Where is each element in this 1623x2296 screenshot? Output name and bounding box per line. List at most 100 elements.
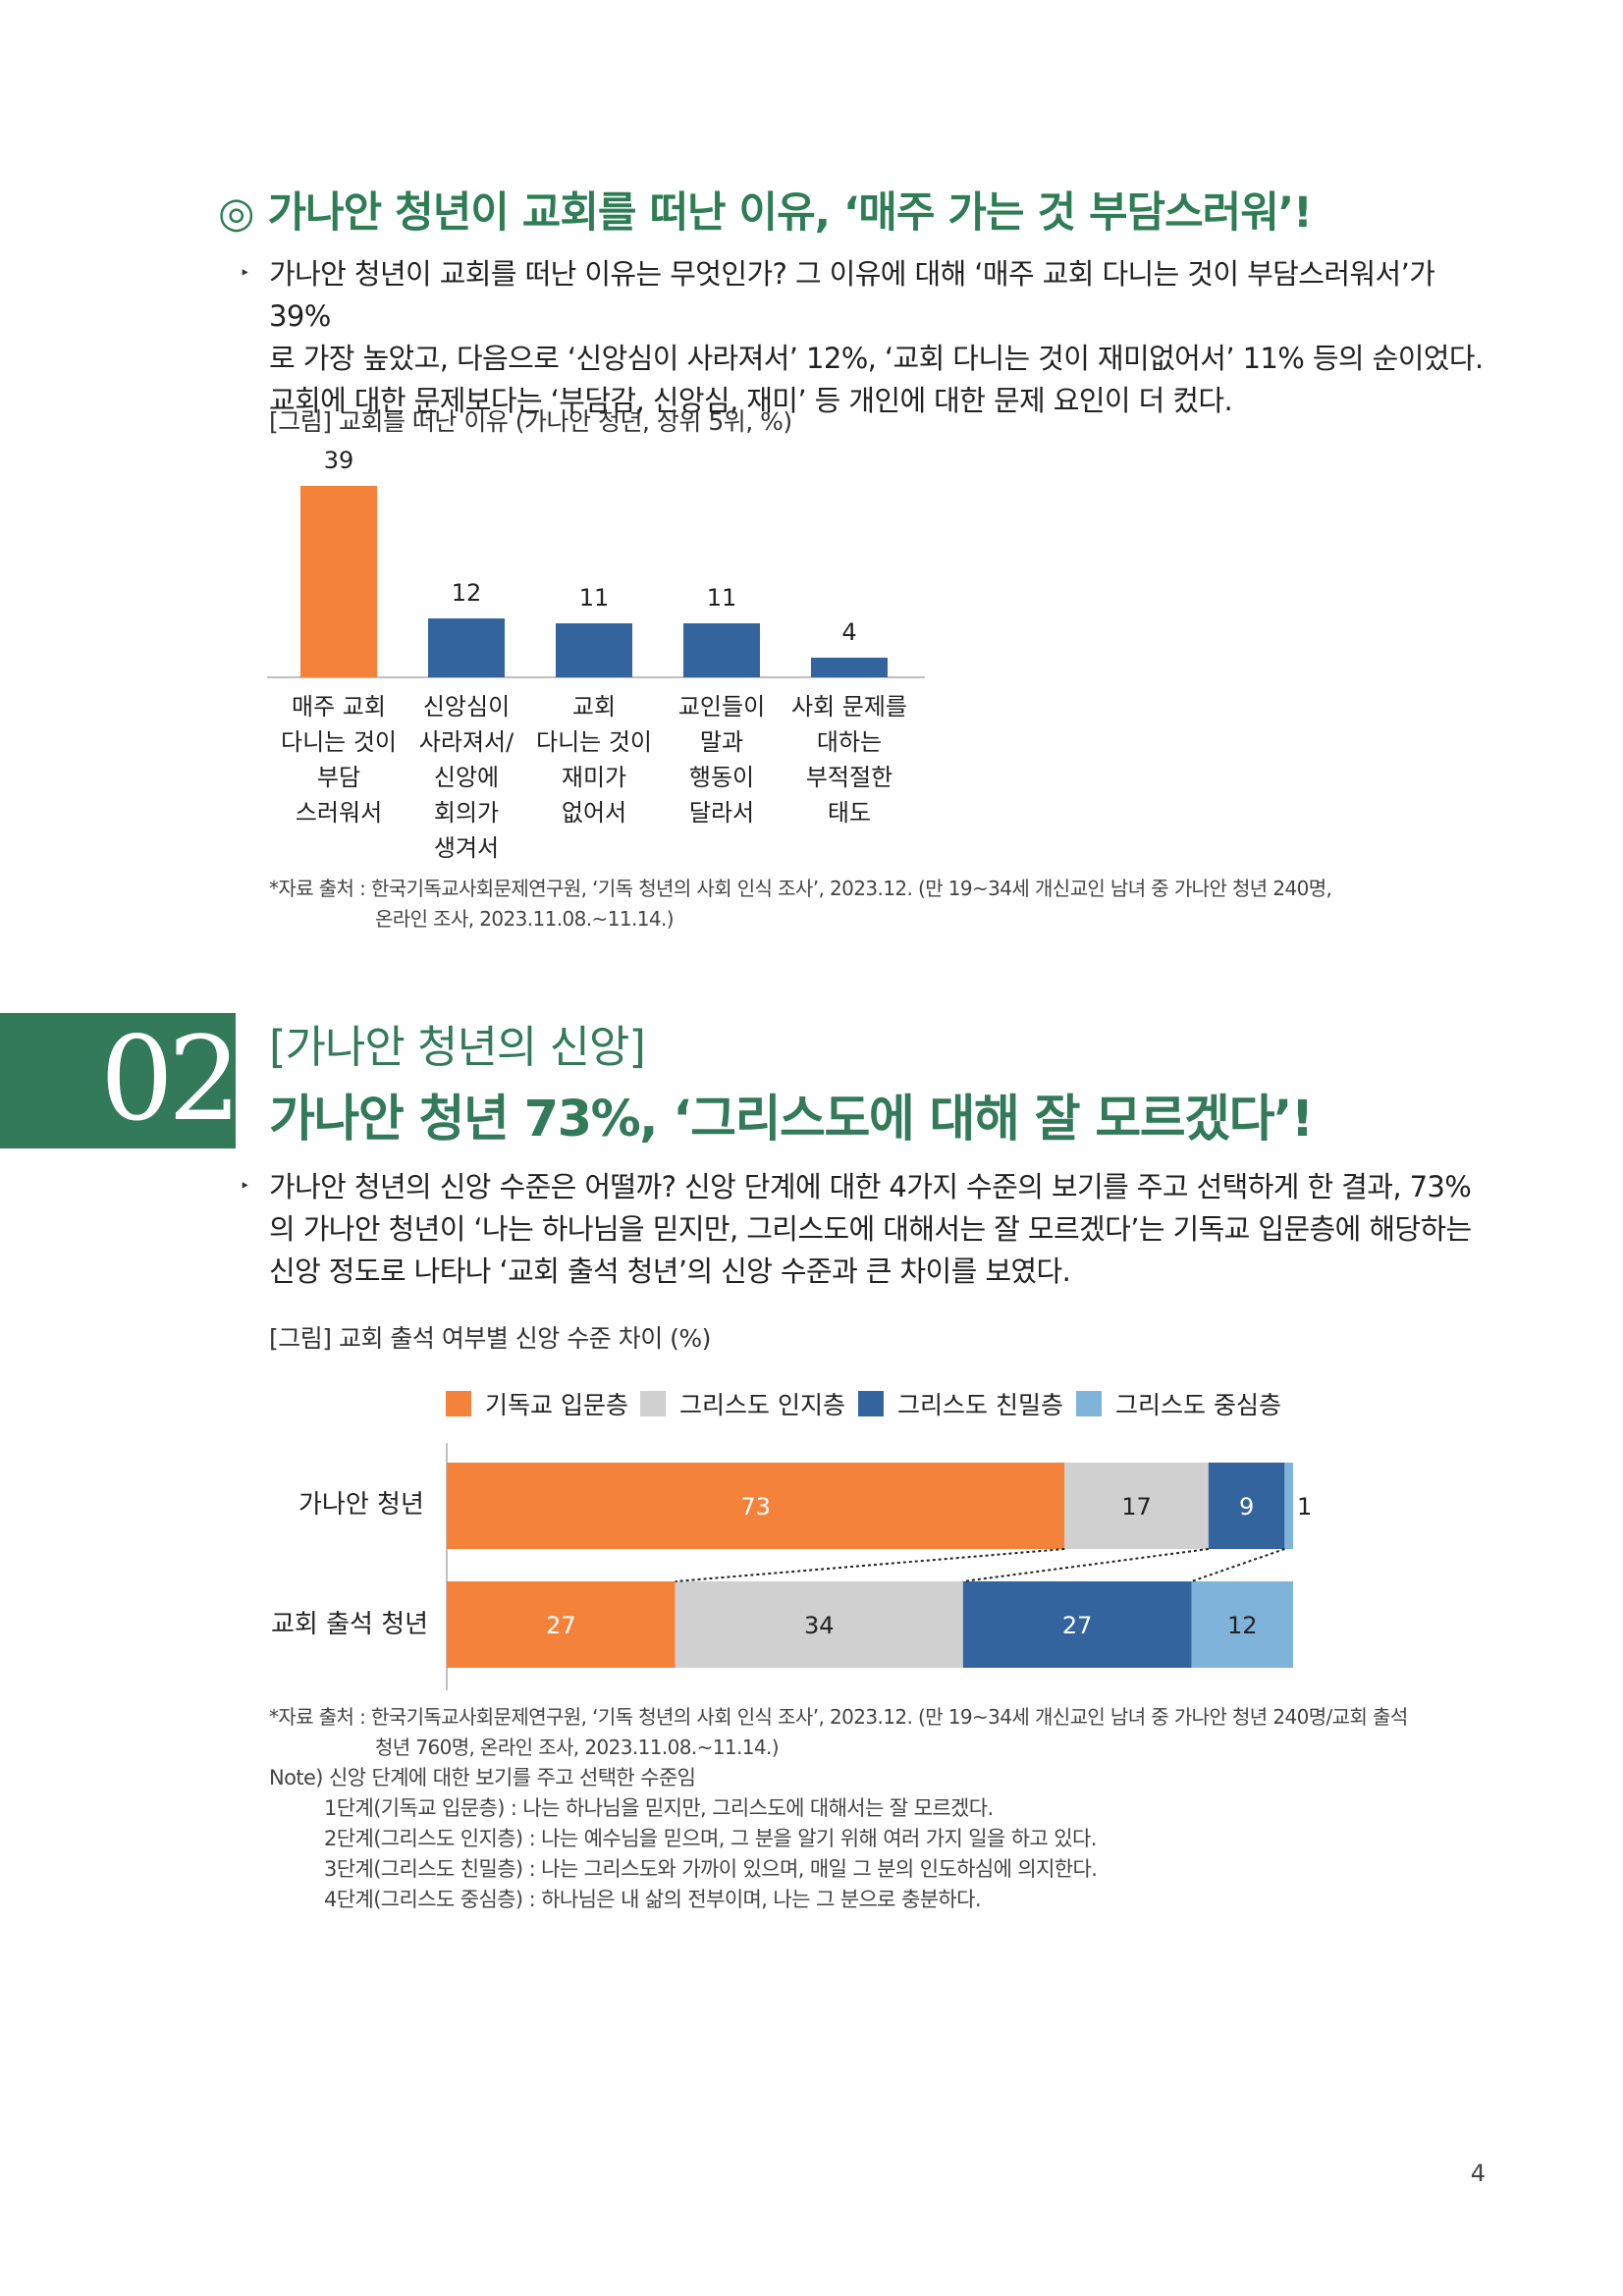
source-line: 온라인 조사, 2023.11.08.~11.14.) (375, 907, 675, 931)
legend-swatch (640, 1391, 666, 1416)
figure1-source: *자료 출처 : 한국기독교사회문제연구원, ‘기독 청년의 사회 인식 조사’… (269, 874, 1506, 934)
connector-line (675, 1548, 1065, 1582)
category-label-line: 신앙에 (433, 764, 500, 791)
legend-label: 그리스도 친밀층 (897, 1391, 1063, 1419)
page-number: 4 (1470, 2160, 1486, 2187)
bar (683, 623, 760, 677)
source-line: *자료 출처 : 한국기독교사회문제연구원, ‘기독 청년의 사회 인식 조사’… (269, 877, 1332, 900)
category-label-line: 신앙심이 (422, 693, 511, 721)
category-label-line: 부적절한 (805, 764, 893, 791)
category-label-line: 부담 (316, 764, 361, 791)
category-label-line: 스러워서 (295, 799, 383, 827)
paragraph-line: 가나안 청년이 교회를 떠난 이유는 무엇인가? 그 이유에 대해 ‘매주 교회… (269, 257, 1435, 333)
category-label-line: 교회 (571, 693, 617, 721)
category-label-line: 재미가 (561, 764, 627, 791)
category-label-line: 사회 문제를 (790, 693, 908, 721)
category-label-line: 태도 (827, 799, 872, 827)
category-label-line: 다니는 것이 (280, 728, 398, 756)
section1-title: ◎ 가나안 청년이 교회를 떠난 이유, ‘매주 가는 것 부담스러워’! (218, 188, 1313, 238)
section1-paragraph: 가나안 청년이 교회를 떠난 이유는 무엇인가? 그 이유에 대해 ‘매주 교회… (269, 253, 1487, 422)
bar (300, 486, 377, 677)
connector-line (962, 1548, 1209, 1582)
legend-swatch (446, 1391, 471, 1416)
bar (811, 658, 888, 677)
category-label-line: 매주 교회 (292, 693, 386, 721)
stacked-segment (1208, 1463, 1285, 1549)
section2-subtitle: [가나안 청년의 신앙] (269, 1021, 646, 1073)
data-label: 11 (707, 584, 737, 612)
segment-label: 73 (740, 1493, 771, 1521)
bar (556, 623, 632, 677)
bullet-icon: ‣ (240, 263, 250, 284)
legend-swatch (1076, 1391, 1102, 1416)
note-line: 1단계(기독교 입문층) : 나는 하나님을 믿지만, 그리스도에 대해서는 잘… (324, 1796, 994, 1820)
category-label-line: 생겨서 (433, 834, 500, 862)
paragraph-line: 가나안 청년의 신앙 수준은 어떨까? 신앙 단계에 대한 4가지 수준의 보기… (269, 1170, 1472, 1203)
data-label: 11 (579, 584, 610, 612)
stacked-segment (447, 1581, 676, 1668)
section-number: 02 (99, 1011, 242, 1147)
legend-item: 그리스도 중심층 (1076, 1386, 1281, 1421)
legend-item: 기독교 입문층 (446, 1386, 628, 1421)
segment-label: 34 (804, 1612, 835, 1639)
category-label-line: 행동이 (688, 764, 755, 791)
category-label-line: 회의가 (433, 799, 500, 827)
data-label: 39 (324, 447, 354, 474)
category-label-line: 말과 (699, 728, 744, 756)
connector-line (1191, 1548, 1285, 1582)
note-header: Note) 신앙 단계에 대한 보기를 주고 선택한 수준임 (269, 1766, 696, 1789)
figure1-caption: [그림] 교회를 떠난 이유 (가나안 청년, 상위 5위, %) (269, 407, 792, 436)
row-label: 가나안 청년 (298, 1490, 424, 1520)
segment-label: 9 (1239, 1493, 1254, 1521)
category-label-line: 없어서 (561, 799, 627, 827)
segment-label: 12 (1227, 1612, 1258, 1639)
data-label: 12 (452, 579, 482, 607)
legend-label: 기독교 입문층 (485, 1391, 628, 1419)
paragraph-line: 교회에 대한 문제보다는 ‘부담감, 신앙심, 재미’ 등 개인에 대한 문제 … (269, 384, 1233, 417)
segment-label: 17 (1121, 1493, 1152, 1521)
category-label-line: 달라서 (688, 799, 755, 827)
notes-list: 1단계(기독교 입문층) : 나는 하나님을 믿지만, 그리스도에 대해서는 잘… (324, 1793, 1098, 1915)
data-label: 4 (841, 618, 856, 646)
category-label-line: 다니는 것이 (535, 728, 653, 756)
section2-title: 가나안 청년 73%, ‘그리스도에 대해 잘 모르겠다’! (269, 1091, 1314, 1148)
legend-item: 그리스도 친밀층 (858, 1386, 1063, 1421)
section-number-badge: 02 (0, 1011, 242, 1148)
legend-label: 그리스도 중심층 (1115, 1391, 1281, 1419)
source-line: *자료 출처 : 한국기독교사회문제연구원, ‘기독 청년의 사회 인식 조사’… (269, 1705, 1408, 1729)
legend-label: 그리스도 인지층 (679, 1391, 845, 1419)
paragraph-line: 로 가장 높았고, 다음으로 ‘신앙심이 사라져서’ 12%, ‘교회 다니는 … (269, 342, 1484, 375)
figure2-source: *자료 출처 : 한국기독교사회문제연구원, ‘기독 청년의 사회 인식 조사’… (269, 1702, 1545, 1763)
category-label-line: 대하는 (816, 728, 883, 756)
paragraph-line: 의 가나안 청년이 ‘나는 하나님을 믿지만, 그리스도에 대해서는 잘 모르겠… (269, 1212, 1472, 1246)
legend-item: 그리스도 인지층 (640, 1386, 845, 1421)
segment-label: 27 (546, 1612, 576, 1639)
stacked-segment (447, 1463, 1065, 1549)
paragraph-line: 신앙 정도로 나타나 ‘교회 출석 청년’의 신앙 수준과 큰 차이를 보였다. (269, 1255, 1071, 1288)
bullet-icon: ‣ (240, 1176, 250, 1197)
category-label-line: 사라져서/ (418, 728, 514, 756)
segment-label: 1 (1297, 1493, 1312, 1521)
note-line: 4단계(그리스도 중심층) : 하나님은 내 삶의 전부이며, 나는 그 분으로… (324, 1888, 982, 1911)
row-label: 교회 출석 청년 (271, 1610, 429, 1639)
bar (428, 618, 505, 677)
figure2-caption: [그림] 교회 출석 여부별 신앙 수준 차이 (%) (269, 1324, 711, 1353)
note-line: 3단계(그리스도 친밀층) : 나는 그리스도와 가까이 있으며, 매일 그 분… (324, 1857, 1098, 1881)
stacked-segment (1284, 1463, 1293, 1549)
stacked-segment (962, 1581, 1192, 1668)
stacked-segment (1191, 1581, 1293, 1668)
source-line: 청년 760명, 온라인 조사, 2023.11.08.~11.14.) (375, 1735, 780, 1759)
segment-label: 27 (1062, 1612, 1093, 1639)
legend-swatch (858, 1391, 884, 1416)
reasons-bar-chart: 39 12 11 11 4 (267, 447, 925, 678)
stacked-segment (1064, 1463, 1209, 1549)
stacked-segment (675, 1581, 963, 1668)
faith-level-stacked-bar-chart: 73 17 9 1 27 34 27 12 (446, 1443, 1312, 1690)
section2-paragraph: 가나안 청년의 신앙 수준은 어떨까? 신앙 단계에 대한 4가지 수준의 보기… (269, 1166, 1487, 1293)
note-line: 2단계(그리스도 인지층) : 나는 예수님을 믿으며, 그 분을 알기 위해 … (324, 1827, 1097, 1850)
category-label-line: 교인들이 (677, 693, 766, 721)
